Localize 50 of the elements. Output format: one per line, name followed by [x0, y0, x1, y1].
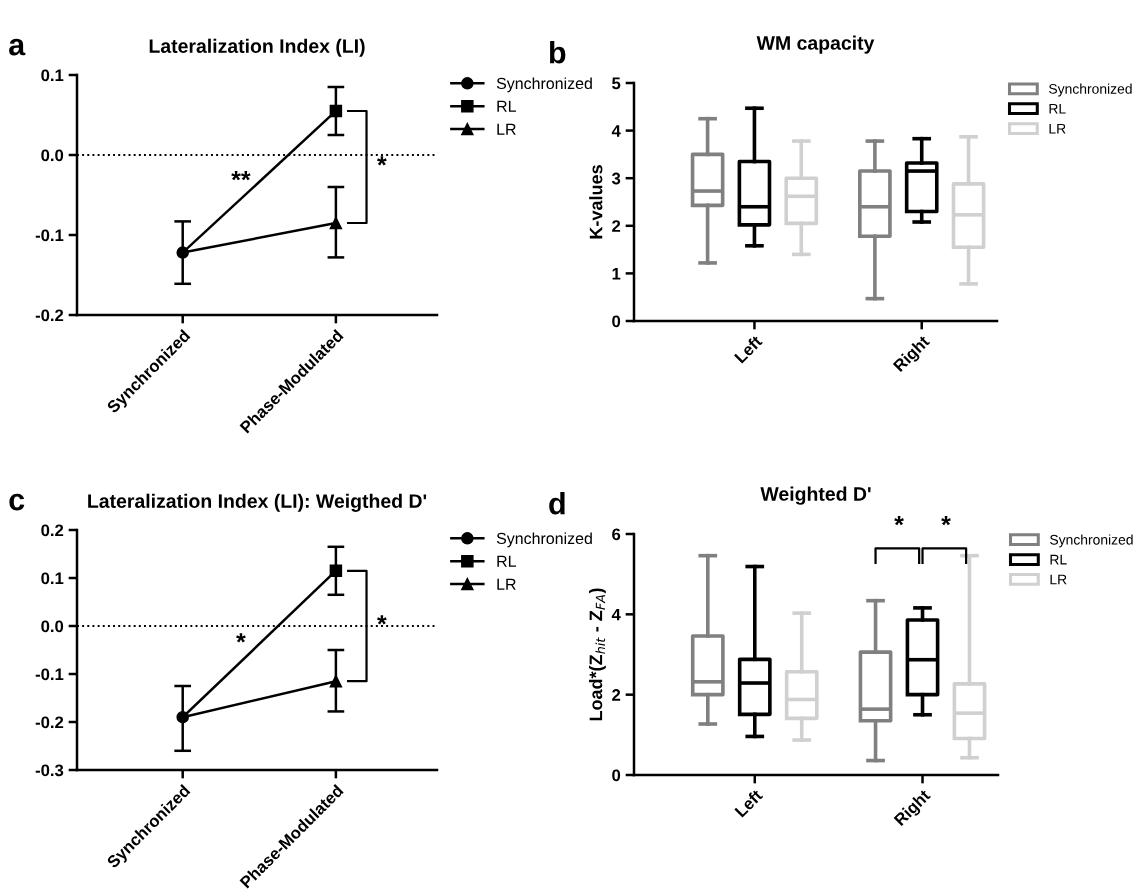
text: b: [549, 41, 566, 64]
y-tick-label: 0: [612, 315, 621, 328]
y-tick-label: 4: [611, 608, 621, 621]
y-tick-label: 5: [612, 77, 621, 90]
y-tick-label: 3: [611, 172, 621, 185]
chart-title: Lateralization Index (LI): [149, 38, 365, 57]
annotation: *: [377, 156, 387, 166]
legend-label: Synchronized: [1049, 83, 1132, 97]
chart-title: Lateralization Index (LI): Weigthed D': [88, 493, 427, 512]
legend-label: RL: [497, 100, 516, 112]
annotation: **: [231, 171, 251, 181]
y-axis-title: Load*(Z$_{hit}$ - Z$_{FA}$): [589, 588, 606, 721]
legend-label: LR: [1050, 574, 1067, 585]
y-tick-label: -0.3: [35, 764, 64, 777]
text: a: [9, 38, 26, 56]
x-tick-label: Left: [733, 334, 763, 364]
y-tick-label: 1: [612, 267, 621, 280]
text: c: [9, 493, 25, 511]
chart-title: WM capacity: [756, 35, 875, 54]
legend-label: LR: [497, 123, 516, 135]
legend-label: Synchronized: [1050, 534, 1133, 548]
y-tick-label: 0.0: [41, 620, 64, 633]
y-tick-label: 2: [612, 689, 621, 701]
annotation: *: [377, 615, 387, 625]
y-tick-label: -0.2: [35, 716, 64, 729]
y-tick-label: -0.2: [35, 309, 64, 322]
legend-label: LR: [1049, 123, 1066, 134]
y-tick-label: 0.1: [41, 572, 64, 585]
y-tick-label: 0: [612, 769, 621, 782]
y-tick-label: 2: [612, 220, 621, 232]
y-tick-label: 0.2: [41, 524, 64, 537]
legend-label: Synchronized: [496, 77, 592, 93]
y-tick-label: 0.0: [41, 149, 64, 162]
legend-label: RL: [497, 555, 516, 567]
y-tick-label: 4: [611, 125, 621, 137]
text: *: [894, 516, 904, 526]
legend-label: RL: [1050, 554, 1067, 565]
legend-label: Synchronized: [496, 532, 592, 548]
x-tick-label: Left: [733, 788, 764, 818]
y-tick-label: -0.1: [35, 229, 64, 242]
text: d: [549, 492, 565, 515]
y-tick-label: 6: [612, 528, 621, 541]
annotation: *: [236, 633, 246, 643]
y-tick-label: -0.1: [35, 668, 64, 681]
chart-title: Weighted D': [760, 486, 871, 505]
y-axis-title: K-values: [589, 165, 603, 239]
y-tick-label: 0.1: [41, 69, 64, 82]
text: *: [941, 516, 951, 526]
legend-label: LR: [497, 578, 516, 590]
legend-label: RL: [1049, 104, 1066, 114]
